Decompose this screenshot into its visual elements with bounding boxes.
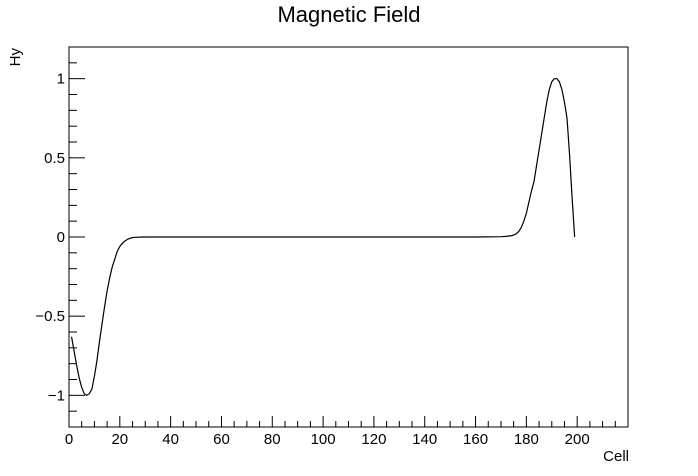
x-tick-label: 160: [463, 431, 488, 448]
x-tick-label: 100: [311, 431, 336, 448]
x-axis-label: Cell: [603, 448, 629, 465]
y-tick-label: 0: [57, 229, 65, 246]
x-axis-ticks: [68, 416, 629, 427]
x-tick-label: 140: [412, 431, 437, 448]
y-tick-label: 1: [57, 71, 65, 88]
y-tick-label: −0.5: [35, 308, 65, 325]
x-tick-label: 0: [65, 431, 73, 448]
chart-title: Magnetic Field: [277, 2, 420, 27]
y-axis-ticks: [69, 46, 85, 428]
x-tick-label: 120: [361, 431, 386, 448]
y-tick-label: 0.5: [44, 150, 65, 167]
series-line-hy: [70, 78, 576, 397]
x-tick-label: 80: [264, 431, 281, 448]
x-tick-label: 200: [565, 431, 590, 448]
x-tick-label: 20: [111, 431, 128, 448]
x-tick-label: 180: [514, 431, 539, 448]
y-axis-tick-labels: −1 −0.5 0 0.5 1: [35, 71, 65, 405]
x-axis-tick-labels: 0 20 40 60 80 100 120 140 160 180 200: [65, 431, 590, 448]
y-axis-label: Hy: [7, 48, 24, 67]
x-tick-label: 40: [162, 431, 179, 448]
y-tick-label: −1: [48, 387, 65, 404]
x-tick-label: 60: [213, 431, 230, 448]
